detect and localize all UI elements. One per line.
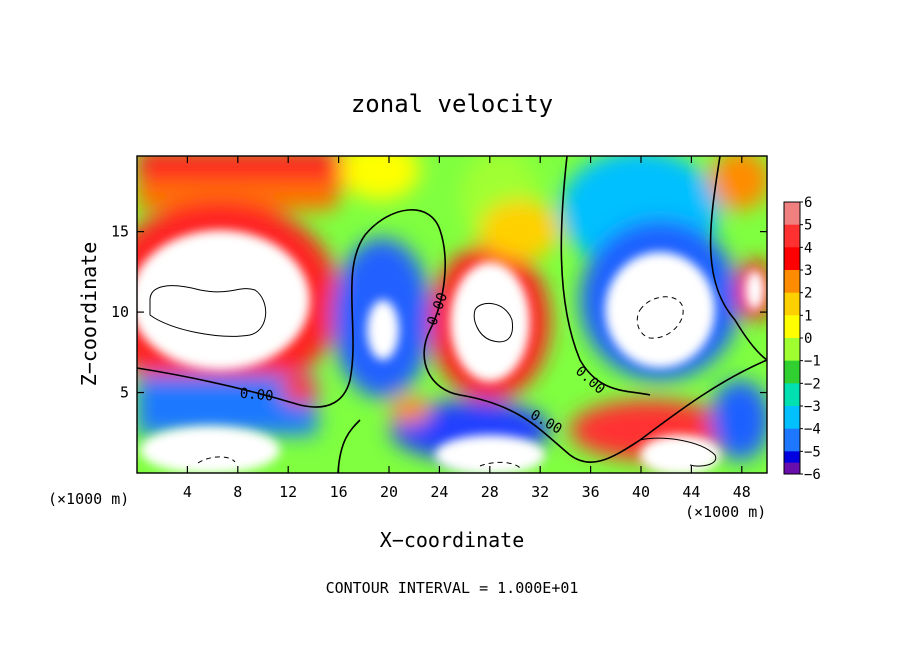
x-tick-label: 36 — [582, 483, 600, 501]
y-axis-label: Z−coordinate — [77, 242, 101, 387]
colorbar-label: 6 — [804, 195, 812, 211]
colorbar-label: −3 — [804, 399, 821, 415]
contour-label: 0.00 — [239, 386, 274, 405]
x-tick-label: 4 — [183, 483, 192, 501]
colorbar-label: −6 — [804, 467, 821, 483]
footer-contour-interval: CONTOUR INTERVAL = 1.000E+01 — [326, 579, 579, 597]
colorbar-label: 0 — [804, 331, 812, 347]
y-tick-label: 15 — [111, 223, 129, 241]
y-tick-label: 5 — [120, 384, 129, 402]
x-tick-label: 12 — [279, 483, 297, 501]
colorbar-swatch — [784, 202, 800, 226]
colorbar-swatch — [784, 292, 800, 316]
colorbar-label: −1 — [804, 354, 821, 370]
y-tick-label: 10 — [111, 303, 129, 321]
velocity-field — [137, 156, 767, 473]
colorbar-swatch — [784, 462, 800, 474]
colorbar-label: 2 — [804, 286, 812, 302]
colorbar-swatch — [784, 406, 800, 430]
x-tick-label: 24 — [430, 483, 448, 501]
x-tick-label: 32 — [531, 483, 549, 501]
colorbar: 6 5 4 3 2 1 0 −1 −2 −3 −4 −5 −6 — [783, 195, 821, 483]
x-tick-label: 48 — [733, 483, 751, 501]
x-tick-label: 8 — [233, 483, 242, 501]
colorbar-swatch — [784, 270, 800, 294]
colorbar-swatch — [784, 338, 800, 362]
x-unit-right: (×1000 m) — [685, 503, 766, 521]
x-tick-label: 28 — [481, 483, 499, 501]
colorbar-swatch — [784, 247, 800, 271]
x-tick-label: 44 — [682, 483, 700, 501]
colorbar-label: 5 — [804, 218, 812, 234]
colorbar-label: −5 — [804, 444, 821, 460]
colorbar-swatch — [784, 224, 800, 248]
colorbar-swatch — [784, 428, 800, 452]
colorbar-label: 3 — [804, 263, 812, 279]
colorbar-swatch — [784, 383, 800, 407]
x-tick-label: 16 — [330, 483, 348, 501]
plot-frame — [136, 155, 768, 474]
colorbar-label: −2 — [804, 376, 821, 392]
colorbar-swatch — [784, 315, 800, 339]
chart-title: zonal velocity — [351, 90, 553, 118]
x-tick-label: 40 — [632, 483, 650, 501]
x-axis-label: X−coordinate — [380, 528, 525, 552]
colorbar-swatch — [784, 360, 800, 384]
x-tick-label: 20 — [380, 483, 398, 501]
colorbar-label: 1 — [804, 308, 812, 324]
x-unit-left: (×1000 m) — [48, 490, 129, 508]
colorbar-label: −4 — [804, 422, 821, 438]
colorbar-label: 4 — [804, 240, 812, 256]
